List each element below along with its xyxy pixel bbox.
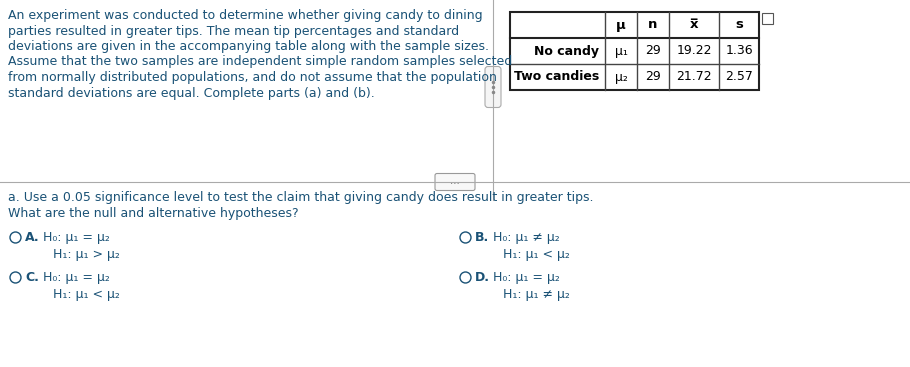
Text: 29: 29 <box>645 70 661 84</box>
Text: What are the null and alternative hypotheses?: What are the null and alternative hypoth… <box>8 207 298 220</box>
Text: D.: D. <box>475 271 490 284</box>
Text: A.: A. <box>25 231 40 244</box>
Bar <box>510 12 759 90</box>
Text: 1.36: 1.36 <box>725 44 753 58</box>
Text: from normally distributed populations, and do not assume that the population: from normally distributed populations, a… <box>8 71 497 84</box>
Text: B.: B. <box>475 231 490 244</box>
Text: parties resulted in greater tips. The mean tip percentages and standard: parties resulted in greater tips. The me… <box>8 25 460 37</box>
Text: H₁: μ₁ < μ₂: H₁: μ₁ < μ₂ <box>53 288 120 301</box>
Text: μ: μ <box>616 18 626 32</box>
Text: μ₂: μ₂ <box>614 70 627 84</box>
Bar <box>762 13 773 24</box>
Text: 19.22: 19.22 <box>676 44 712 58</box>
Text: μ₁: μ₁ <box>614 44 627 58</box>
Text: H₁: μ₁ ≠ μ₂: H₁: μ₁ ≠ μ₂ <box>503 288 570 301</box>
FancyBboxPatch shape <box>485 66 501 108</box>
Text: H₀: μ₁ = μ₂: H₀: μ₁ = μ₂ <box>43 231 110 244</box>
Text: No candy: No candy <box>534 44 599 58</box>
Text: H₁: μ₁ < μ₂: H₁: μ₁ < μ₂ <box>503 248 570 261</box>
Text: standard deviations are equal. Complete parts (a) and (b).: standard deviations are equal. Complete … <box>8 87 375 99</box>
Text: Assume that the two samples are independent simple random samples selected: Assume that the two samples are independ… <box>8 55 512 69</box>
Text: a. Use a 0.05 significance level to test the claim that giving candy does result: a. Use a 0.05 significance level to test… <box>8 191 593 204</box>
Text: n: n <box>648 18 658 32</box>
Text: An experiment was conducted to determine whether giving candy to dining: An experiment was conducted to determine… <box>8 9 482 22</box>
Text: deviations are given in the accompanying table along with the sample sizes.: deviations are given in the accompanying… <box>8 40 489 53</box>
Text: H₁: μ₁ > μ₂: H₁: μ₁ > μ₂ <box>53 248 120 261</box>
Text: 2.57: 2.57 <box>725 70 753 84</box>
FancyBboxPatch shape <box>435 174 475 190</box>
Text: 21.72: 21.72 <box>676 70 712 84</box>
Text: C.: C. <box>25 271 39 284</box>
Text: H₀: μ₁ ≠ μ₂: H₀: μ₁ ≠ μ₂ <box>493 231 560 244</box>
Text: H₀: μ₁ = μ₂: H₀: μ₁ = μ₂ <box>493 271 560 284</box>
Text: H₀: μ₁ = μ₂: H₀: μ₁ = μ₂ <box>43 271 110 284</box>
Text: …: … <box>450 177 460 186</box>
Text: s: s <box>735 18 743 32</box>
Text: Two candies: Two candies <box>514 70 599 84</box>
Text: 29: 29 <box>645 44 661 58</box>
Text: x̅: x̅ <box>690 18 698 32</box>
